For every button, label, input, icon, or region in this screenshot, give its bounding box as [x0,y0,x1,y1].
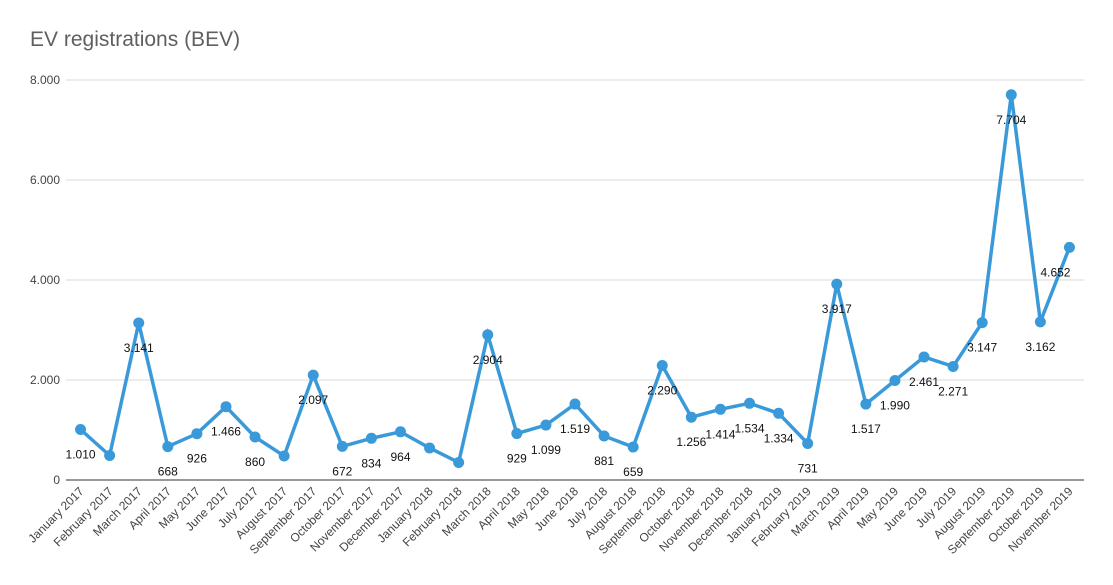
data-point [744,397,756,409]
gridlines [66,79,1084,481]
data-point [685,411,697,423]
data-point [889,375,901,386]
data-point [976,317,988,329]
data-label: 2.904 [473,353,503,367]
data-label: 1.414 [705,427,735,441]
data-label: 3.917 [822,302,852,316]
data-label: 2.097 [298,393,328,407]
y-tick-label: 8.000 [30,73,60,87]
data-point [453,457,465,468]
data-point [191,428,203,440]
data-point [249,431,261,443]
data-label: 731 [798,461,818,475]
data-label: 3.162 [1025,340,1055,354]
data-point [860,398,872,410]
data-label: 929 [507,452,527,466]
data-point [627,441,639,453]
data-label: 668 [158,465,178,479]
data-label: 881 [594,454,614,468]
y-tick-label: 4.000 [30,273,60,287]
data-point [75,424,87,435]
data-point [307,369,319,381]
data-point [540,419,552,431]
data-label: 1.519 [560,422,590,436]
data-point [773,407,785,419]
y-tick-label: 0 [53,473,60,487]
data-point [424,442,436,454]
data-point [1034,316,1046,328]
data-label: 4.652 [1040,265,1070,279]
data-point [598,430,610,442]
data-label: 1.517 [851,422,881,436]
data-label: 1.099 [531,443,561,457]
data-points [75,89,1075,468]
y-axis-ticks: 0 2.000 4.000 6.000 8.000 [30,73,60,487]
data-label: 2.461 [909,375,939,389]
data-label: 672 [332,464,352,478]
chart-title: EV registrations (BEV) [30,28,241,51]
data-point [394,426,406,438]
data-label: 860 [245,455,265,469]
data-label: 926 [187,452,207,466]
data-point [511,428,523,440]
data-point [1005,89,1017,101]
data-point [220,401,232,413]
data-point [278,450,290,462]
data-label: 7.704 [996,113,1026,127]
data-point [336,440,348,452]
data-label: 1.334 [764,431,794,445]
data-labels: 1.010 3.141 668 926 1.466 860 2.097 672 834 964 2.… [66,113,1071,479]
data-point [162,441,174,453]
data-point [918,351,930,363]
data-point [947,360,959,372]
data-label: 2.290 [647,384,677,398]
data-label: 3.141 [124,341,154,355]
y-tick-label: 6.000 [30,173,60,187]
data-label: 1.990 [880,399,910,413]
data-point [831,278,843,290]
data-label: 659 [623,465,643,479]
y-tick-label: 2.000 [30,373,60,387]
data-label: 834 [361,456,381,470]
data-point [1063,241,1075,253]
data-label: 1.466 [211,425,241,439]
data-label: 3.147 [967,341,997,355]
data-label: 1.534 [734,421,764,435]
data-point [714,403,726,415]
data-label: 1.010 [66,448,96,462]
data-point [656,360,668,371]
data-point [802,437,814,449]
data-point [104,450,116,461]
data-point [365,432,377,444]
data-label: 1.256 [676,435,706,449]
data-label: 964 [390,450,410,464]
data-point [482,329,494,341]
data-point [133,317,145,329]
data-point [569,398,581,410]
data-label: 2.271 [938,384,968,398]
